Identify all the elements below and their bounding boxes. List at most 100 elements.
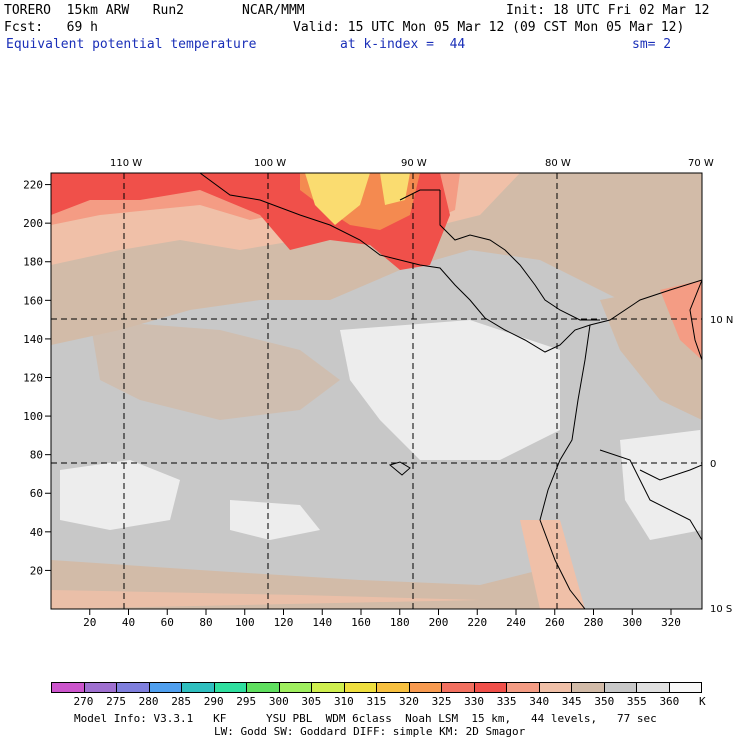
level-index: at k-index = 44 [340,37,466,52]
field-light-mid [340,320,560,460]
field-name: Equivalent potential temperature [6,37,257,52]
y-tick-label: 20 [30,564,43,577]
legend-swatch [474,683,507,692]
center-label: NCAR/MMM [242,3,305,18]
legend-value: 295 [236,695,257,708]
legend-swatch [279,683,312,692]
legend-value: 285 [171,695,192,708]
lat-label-10n: 10 N [710,315,733,326]
y-tick-label: 100 [23,410,43,423]
field-tan-mid [90,320,340,420]
legend-swatch [539,683,572,692]
legend-swatch [312,683,345,692]
y-tick-label: 220 [23,179,43,192]
legend-swatch [572,683,605,692]
graticule [51,173,702,609]
legend-value: 280 [138,695,159,708]
field-light-south [230,500,320,540]
y-tick-label: 140 [23,333,43,346]
field-light-east [620,430,702,540]
coast-venezuela [689,279,702,361]
field-shading [51,173,702,609]
x-tick-label: 160 [351,616,371,629]
legend-swatch [507,683,540,692]
legend-swatch [117,683,150,692]
lon-label-70w: 70 W [688,158,714,169]
valid-time: Valid: 15 UTC Mon 05 Mar 12 (09 CST Mon … [293,20,685,35]
legend-swatch [409,683,442,692]
model-info-line1: Model Info: V3.3.1 KF YSU PBL WDM 6class… [74,712,657,725]
coastlines [199,173,702,609]
coast-yucatan [399,189,440,201]
legend-swatch [669,683,701,692]
x-tick-label: 240 [506,616,526,629]
legend-value: 340 [529,695,550,708]
y-tick-label: 160 [23,294,43,307]
legend-value: 290 [203,695,224,708]
model-title: TORERO 15km ARW Run2 [4,3,185,18]
legend-swatch [344,683,377,692]
coast-central-america-caribbean [439,190,600,321]
y-tick-label: 120 [23,371,43,384]
coast-central-america-pacific [199,173,702,353]
init-time: Init: 18 UTC Fri 02 Mar 12 [506,3,710,18]
x-tick-label: 180 [390,616,410,629]
legend-value: 345 [561,695,582,708]
x-tick-label: 140 [312,616,332,629]
legend-value: 320 [399,695,419,708]
y-tick-label: 180 [23,256,43,269]
legend-value: 315 [366,695,387,708]
x-tick-label: 20 [83,616,96,629]
lat-label-10s: 10 S [710,604,732,615]
legend-unit: K [699,695,706,708]
field-salmon-east [660,280,702,360]
x-tick-label: 120 [274,616,294,629]
field-light-west [60,460,180,530]
axis-ticks: 20 40 60 80 100 120 140 160 180 200 220 240 260 280 30… [23,179,681,629]
legend-value: 310 [333,695,354,708]
lat-label-0: 0 [710,459,716,470]
forecast-hour: Fcst: 69 h [4,20,98,35]
lon-label-80w: 80 W [545,158,571,169]
field-peach-southwest [51,590,480,609]
x-tick-label: 60 [161,616,174,629]
y-tick-label: 40 [30,526,43,539]
legend-swatch [604,683,637,692]
legend-swatch [214,683,247,692]
legend-swatch [52,683,85,692]
legend-value: 275 [106,695,126,708]
legend-value: 360 [659,695,680,708]
legend-swatch [182,683,215,692]
x-tick-label: 280 [584,616,604,629]
legend-swatch [377,683,410,692]
field-yellow-north [305,173,370,225]
map-frame [50,172,703,610]
legend-swatch [442,683,475,692]
x-tick-label: 300 [622,616,642,629]
legend-value: 305 [301,695,322,708]
field-yellow-north-2 [380,173,410,205]
color-legend [51,682,702,693]
legend-value: 335 [496,695,517,708]
x-tick-label: 320 [661,616,681,629]
x-tick-label: 40 [122,616,135,629]
legend-value: 355 [626,695,647,708]
lon-label-90w: 90 W [401,158,427,169]
lon-label-100w: 100 W [254,158,286,169]
x-tick-label: 80 [199,616,212,629]
legend-swatch [84,683,117,692]
legend-value: 270 [73,695,94,708]
legend-swatch [637,683,670,692]
legend-value: 330 [464,695,485,708]
legend-swatch [149,683,182,692]
border-ecuador-peru [599,449,702,541]
legend-value: 300 [268,695,289,708]
legend-swatch [247,683,280,692]
legend-value: 325 [431,695,452,708]
lon-label-110w: 110 W [110,158,142,169]
y-tick-label: 80 [30,449,43,462]
x-tick-label: 220 [467,616,487,629]
model-info-line2: LW: Godd SW: Goddard DIFF: simple KM: 2D… [214,725,526,738]
smoothing: sm= 2 [632,37,672,52]
